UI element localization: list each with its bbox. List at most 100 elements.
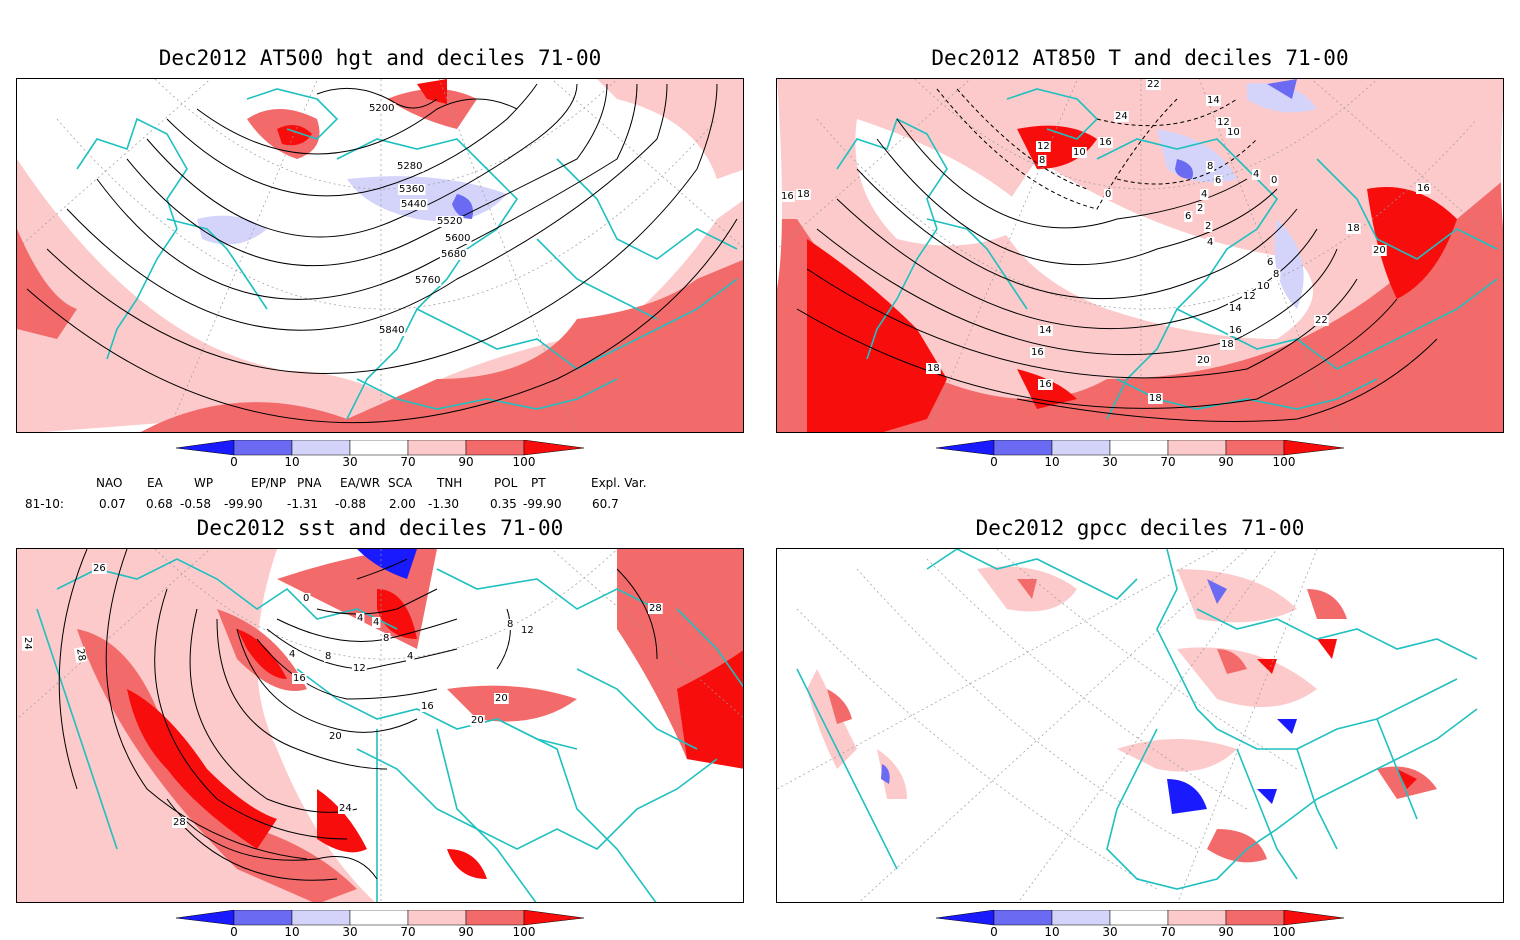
contour-label: 5760	[415, 275, 440, 286]
index-value: 0.35	[490, 497, 517, 511]
contour-label-bg	[1072, 147, 1087, 158]
contour-label-bg	[470, 715, 485, 726]
contour-label: 24	[1115, 111, 1128, 122]
contour-label-bg	[352, 663, 367, 674]
map-gpcc	[777, 549, 1478, 902]
contour-label: 4	[1207, 237, 1213, 248]
contour-label-bg	[1226, 127, 1241, 138]
index-value: -0.88	[335, 497, 367, 511]
contour-labels: 22 14 24 12 10 12 8 16 10 8 6 4 0 2 6 4 …	[780, 79, 1431, 404]
contour-label: 16	[1099, 137, 1112, 148]
colorbar-label: 0	[230, 455, 238, 469]
contour-label: 4	[1253, 169, 1259, 180]
contour-label-bg	[372, 617, 381, 628]
contour-label: 4	[373, 617, 379, 628]
contour-label: 5440	[401, 199, 426, 210]
contour-label: 24	[22, 637, 33, 650]
contour-label: 5680	[441, 249, 466, 260]
contour-label-bg	[414, 275, 442, 286]
colorbar-swatches	[175, 440, 585, 456]
contour-label: 4	[1201, 189, 1207, 200]
colorbar-label: 90	[458, 925, 474, 939]
contour-label-bg	[396, 161, 424, 172]
contour-label: 26	[93, 563, 106, 574]
contour-label: 12	[1217, 117, 1230, 128]
contour-label: 16	[421, 701, 434, 712]
panel-title-sst: Dec2012 sst and deciles 71-00	[196, 516, 564, 540]
contour-label: 8	[1207, 161, 1213, 172]
contour-label-bg	[172, 817, 187, 828]
contour-label-bg	[1206, 237, 1215, 248]
contour-label-bg	[1098, 137, 1113, 148]
contour-label-bg	[506, 619, 515, 630]
colorbar-bottom-left: 0 10 30 70 90 100	[172, 910, 592, 940]
contour-label: 6	[1267, 257, 1273, 268]
contour-label: 20	[1373, 245, 1386, 256]
contour-label: 16	[1417, 183, 1430, 194]
contour-label: 10	[1257, 281, 1270, 292]
index-value: 60.7	[592, 497, 619, 511]
colorbar-label: 90	[1218, 925, 1234, 939]
contour-label-bg	[436, 216, 464, 227]
contour-label: 4	[357, 613, 363, 624]
contour-label-bg	[398, 184, 426, 195]
panel-title-gpcc: Dec2012 gpcc deciles 71-00	[975, 516, 1305, 540]
colorbar-label: 70	[1160, 455, 1176, 469]
contour-label: 18	[1149, 393, 1162, 404]
map-at500: 5200 5280 5360 5440 5520 5600 5680 5760 …	[17, 79, 743, 432]
contour-label: 28	[74, 648, 87, 662]
contour-label-bg	[302, 593, 311, 604]
contour-label: 14	[1229, 303, 1242, 314]
map-sst: 26 24 28 0 4 4 4 8 4 8 12 16 8 12 16 20 …	[17, 549, 743, 902]
contour-label-bg	[1242, 291, 1257, 302]
contour-label-bg	[378, 325, 406, 336]
contour-label: 0	[1105, 189, 1111, 200]
contour-label: 16	[1039, 379, 1052, 390]
index-header: NAO	[96, 476, 123, 490]
contour-label-bg	[1200, 189, 1209, 200]
contour-label: 8	[325, 651, 331, 662]
contour-label-bg	[1314, 315, 1329, 326]
map-panel-at500: 5200 5280 5360 5440 5520 5600 5680 5760 …	[16, 78, 744, 433]
index-value: -1.30	[428, 497, 460, 511]
contour-label-bg	[1346, 223, 1361, 234]
index-header: EA/WR	[340, 476, 381, 490]
colorbar-bottom-right: 0 10 30 70 90 100	[932, 910, 1352, 940]
map-panel-at850: 22 14 24 12 10 12 8 16 10 8 6 4 0 2 6 4 …	[776, 78, 1504, 433]
contour-label-bg	[1214, 175, 1223, 186]
contour-labels: 5200 5280 5360 5440 5520 5600 5680 5760 …	[368, 103, 472, 336]
contour-label: 2	[1205, 221, 1211, 232]
colorbar-label: 10	[284, 925, 300, 939]
contour-label-bg	[1030, 347, 1045, 358]
colorbar-label: 0	[230, 925, 238, 939]
colorbar-label: 30	[342, 925, 358, 939]
colorbar-swatches	[175, 910, 585, 926]
colorbar-label: 100	[1272, 455, 1296, 469]
contour-label-bg	[520, 625, 535, 636]
contour-label: 28	[173, 817, 186, 828]
contour-label-bg	[400, 199, 428, 210]
colorbar-label: 90	[1218, 455, 1234, 469]
contour-label: 8	[383, 633, 389, 644]
contour-label-bg	[1204, 221, 1213, 232]
index-value: 0.07	[99, 497, 126, 511]
index-header: PNA	[297, 476, 322, 490]
panel-title-at500: Dec2012 AT500 hgt and deciles 71-00	[158, 46, 602, 70]
contour-label-bg	[780, 191, 795, 202]
contour-label-bg	[73, 646, 88, 664]
contour-label: 24	[339, 803, 352, 814]
contour-label: 5200	[369, 103, 394, 114]
contour-label-bg	[338, 803, 353, 814]
contour-label: 18	[1221, 339, 1234, 350]
colorbar-label: 90	[458, 455, 474, 469]
contour-label: 8	[1039, 155, 1045, 166]
colorbar-label: 100	[512, 925, 536, 939]
contour-label: 22	[1315, 315, 1328, 326]
contour-label: 14	[1207, 95, 1220, 106]
contour-label-bg	[22, 636, 33, 651]
contour-label-bg	[368, 103, 396, 114]
index-header: EA	[147, 476, 163, 490]
index-header: SCA	[388, 476, 413, 490]
contour-label-bg	[648, 603, 663, 614]
index-value: 2.00	[389, 497, 416, 511]
